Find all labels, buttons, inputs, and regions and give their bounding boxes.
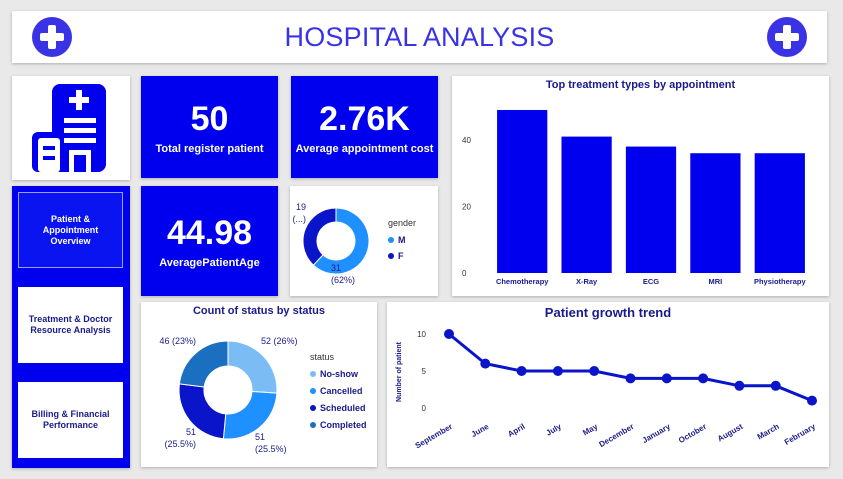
data-point [480, 358, 491, 369]
plus-circle-icon [32, 17, 72, 57]
legend-marker [310, 371, 316, 377]
data-point [589, 366, 600, 376]
data-point [552, 366, 563, 376]
status-donut-chart: Count of status by status 52 (26%) 51 (25.… [141, 302, 377, 467]
legend-marker [310, 405, 316, 411]
y-tick-label: 0 [422, 404, 427, 413]
x-tick-label: Physiotherapy [754, 277, 807, 286]
x-tick-label: May [581, 422, 599, 438]
logo-card [12, 76, 130, 180]
nav-treatment-doctor-resource-analysis[interactable]: Treatment & Doctor Resource Analysis [18, 287, 123, 363]
kpi-label: Total register patient [155, 143, 264, 155]
status-chart-svg: 52 (26%) 51 (25.5%) 51 (25.5%) 46 (23%) status… [159, 336, 367, 454]
gender-chart-svg: 31 (62%) 19 (...) gender MF [293, 202, 417, 285]
data-point [734, 380, 745, 391]
y-tick-label: 5 [422, 367, 427, 376]
x-tick-label: X-Ray [576, 277, 598, 286]
data-point [770, 380, 781, 391]
data-label: 51 (25.5%) [255, 432, 287, 454]
y-tick-label: 10 [417, 330, 426, 339]
data-point [698, 373, 709, 384]
nav-patient-appointment-overview[interactable]: Patient & Appointment Overview [18, 192, 123, 268]
y-tick-label: 20 [462, 202, 471, 211]
patient-growth-line-chart: Patient growth trend Number of patient 0 5… [387, 302, 829, 467]
x-tick-label: January [641, 422, 673, 445]
kpi-total-patients: 50 Total register patient [141, 76, 278, 178]
treatment-bar-chart: Top treatment types by appointment 0 20 40… [452, 76, 829, 296]
kpi-label: Average appointment cost [295, 143, 434, 155]
donut-slice [222, 390, 278, 440]
data-label: 51 (25.5%) [164, 427, 196, 449]
kpi-value: 44.98 [166, 214, 253, 252]
kpi-average-patient-age: 44.98 AveragePatientAge [141, 186, 278, 296]
x-tick-label: ECG [643, 277, 659, 286]
data-label: 52 (26%) [261, 336, 298, 346]
x-tick-label: March [756, 422, 781, 442]
nav-panel: Patient & Appointment Overview Treatment… [12, 186, 130, 468]
legend-marker [388, 253, 394, 259]
kpi-value: 2.76K [319, 100, 410, 138]
kpi-value: 50 [190, 100, 229, 138]
legend-title: gender [388, 218, 416, 228]
y-tick-label: 0 [462, 269, 467, 278]
kpi-average-appointment-cost: 2.76K Average appointment cost [291, 76, 438, 178]
treatment-chart-svg: 0 20 40 Chemotherapy X-Ray ECG MRI Physiotherap… [462, 109, 807, 286]
legend-marker [310, 388, 316, 394]
x-tick-label: June [470, 422, 491, 439]
x-tick-label: October [677, 422, 708, 445]
donut-slice [302, 207, 337, 266]
page-title: HOSPITAL ANALYSIS [284, 22, 555, 52]
bar [497, 109, 548, 273]
legend-label: No-show [320, 369, 359, 379]
growth-chart-svg: Number of patient 0 5 10 September June April J… [396, 329, 818, 450]
x-tick-label: February [783, 422, 818, 447]
x-tick-label: July [545, 422, 564, 438]
data-label: 31 (62%) [331, 263, 355, 285]
data-label: 19 (...) [293, 202, 307, 224]
header-bar: HOSPITAL ANALYSIS [12, 11, 827, 63]
data-point [444, 329, 454, 339]
series-line [448, 332, 813, 402]
data-point [661, 373, 672, 384]
donut-slice [312, 207, 370, 275]
x-tick-label: MRI [709, 277, 723, 286]
x-tick-label: April [506, 422, 526, 439]
bar [690, 153, 741, 273]
y-axis-label: Number of patient [396, 341, 403, 402]
hospital-building-icon [32, 84, 106, 172]
bar [625, 146, 677, 273]
legend-title: status [310, 352, 335, 362]
x-tick-label: September [414, 422, 454, 450]
data-point [516, 366, 527, 376]
legend-label: Cancelled [320, 386, 363, 396]
legend-marker [310, 422, 316, 428]
donut-slice [178, 340, 229, 388]
nav-billing-financial-performance[interactable]: Billing & Financial Performance [18, 382, 123, 458]
chart-title: Count of status by status [192, 305, 325, 317]
legend-label: F [398, 251, 404, 261]
data-point [807, 395, 817, 406]
x-tick-label: Chemotherapy [496, 277, 549, 286]
bar [561, 136, 612, 273]
legend-label: Completed [320, 420, 367, 430]
chart-title: Top treatment types by appointment [545, 79, 736, 91]
donut-slice [227, 340, 278, 394]
legend-label: Scheduled [320, 403, 366, 413]
chart-title: Patient growth trend [544, 305, 672, 320]
plus-circle-icon [767, 17, 807, 57]
bar [754, 153, 805, 273]
data-point [625, 373, 636, 384]
data-label: 46 (23%) [159, 336, 196, 346]
gender-donut-chart: 31 (62%) 19 (...) gender M F [290, 186, 438, 296]
y-tick-label: 40 [462, 136, 471, 145]
kpi-label: AveragePatientAge [159, 257, 260, 269]
x-tick-label: August [716, 422, 745, 444]
legend-label: M [398, 235, 406, 245]
x-tick-label: December [597, 422, 635, 449]
legend-marker [388, 237, 394, 243]
